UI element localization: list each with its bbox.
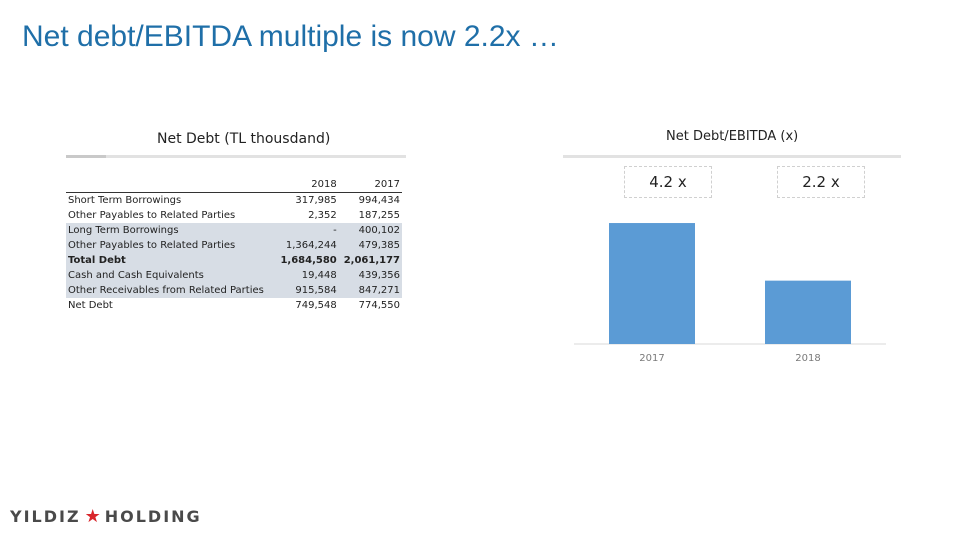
bar-2017: [609, 223, 695, 344]
table-cell-label: Long Term Borrowings: [66, 223, 276, 238]
table-title-rule-stub: [66, 155, 106, 158]
table-header-2018: 2018: [275, 177, 339, 193]
company-logo: YILDIZ ★ HOLDING: [10, 505, 202, 527]
table-cell-label: Short Term Borrowings: [68, 195, 182, 206]
x-tick-label-2018: 2018: [795, 353, 820, 364]
table-cell-label: Other Receivables from Related Parties: [66, 283, 276, 298]
table-row: Short Term Borrowings 317,985 994,434: [66, 193, 402, 209]
table-row: Long Term Borrowings -400,102: [66, 223, 402, 238]
table-cell-2017: 774,550: [358, 300, 400, 311]
table-header-2017: 2017: [338, 177, 402, 193]
star-icon: ★: [84, 505, 101, 527]
multiple-label-2018: 2.2 x: [777, 166, 865, 198]
table-cell-2018: 749,548: [295, 300, 337, 311]
table-cell-2017: 847,271: [338, 283, 402, 298]
chart-title: Net Debt/EBITDA (x): [666, 129, 799, 144]
table-cell-2018: 1,684,580: [275, 253, 339, 268]
net-debt-ebitda-chart: 2017 2018: [574, 223, 886, 364]
table-cell-2018: 1,364,244: [275, 238, 339, 253]
table-cell-label: Other Payables to Related Parties: [68, 210, 236, 221]
chart-title-rule: [563, 155, 901, 158]
x-tick-label-2017: 2017: [639, 353, 664, 364]
table-cell-2018: 19,448: [275, 268, 339, 283]
table-cell-2017: 994,434: [358, 195, 400, 206]
table-cell-2017: 187,255: [358, 210, 400, 221]
table-cell-label: Cash and Cash Equivalents: [66, 268, 276, 283]
table-row: Total Debt 1,684,580 2,061,177: [66, 253, 402, 268]
table-cell-2018: 915,584: [275, 283, 339, 298]
table-header-label: [66, 177, 276, 193]
table-cell-2018: 2,352: [308, 210, 337, 221]
table-cell-2017: 479,385: [338, 238, 402, 253]
table-row: Net Debt 749,548 774,550: [66, 298, 402, 313]
table-title-rule: [66, 155, 406, 158]
table-cell-2018: -: [275, 223, 339, 238]
table-row: Other Payables to Related Parties 2,352 18…: [66, 208, 402, 223]
net-debt-table: 2018 2017 Short Term Borrowings 317,985 99…: [66, 177, 402, 313]
table-title: Net Debt (TL thousdand): [157, 131, 331, 147]
table-cell-2017: 439,356: [338, 268, 402, 283]
table-cell-2018: 317,985: [295, 195, 337, 206]
table-cell-label: Net Debt: [68, 300, 113, 311]
bar-2018: [765, 280, 851, 344]
slide-title: Net debt/EBITDA multiple is now 2.2x …: [22, 20, 559, 53]
table-cell-2017: 400,102: [338, 223, 402, 238]
logo-text-right: HOLDING: [104, 506, 202, 526]
table-cell-label: Other Payables to Related Parties: [66, 238, 276, 253]
table-cell-label: Total Debt: [66, 253, 276, 268]
table-row: Other Receivables from Related Parties 91…: [66, 283, 402, 298]
logo-text-left: YILDIZ: [10, 506, 81, 526]
table-row: Cash and Cash Equivalents 19,448 439,356: [66, 268, 402, 283]
multiple-label-2017: 4.2 x: [624, 166, 712, 198]
table-cell-2017: 2,061,177: [338, 253, 402, 268]
table-header-row: 2018 2017: [66, 177, 402, 193]
table-row: Other Payables to Related Parties 1,364,2…: [66, 238, 402, 253]
